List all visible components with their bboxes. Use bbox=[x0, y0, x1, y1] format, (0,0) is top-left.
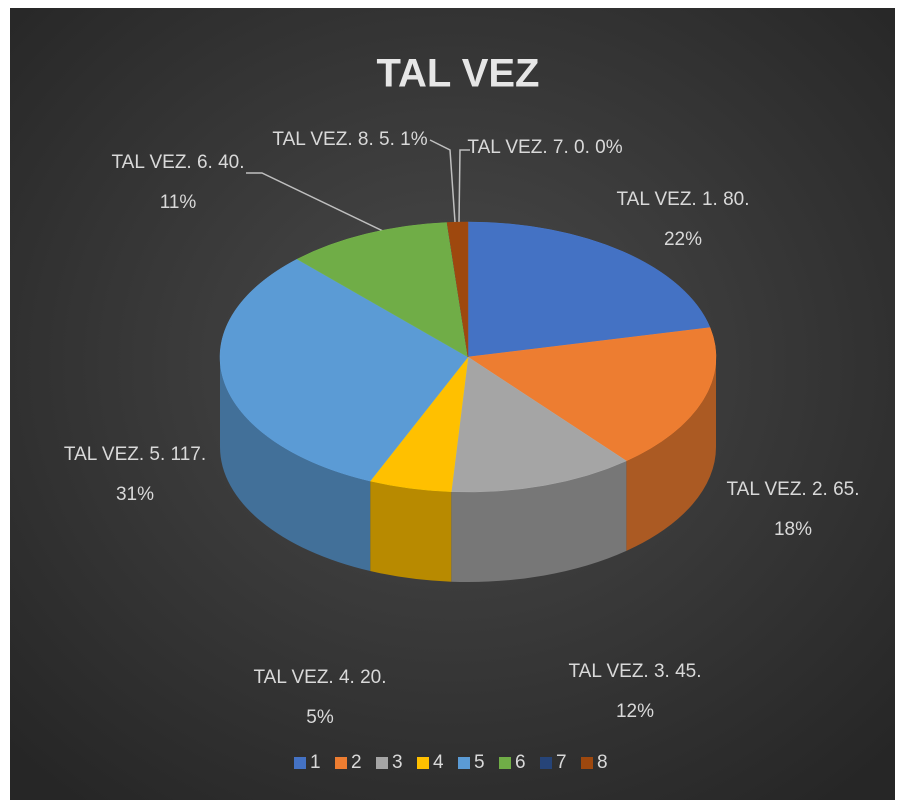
pie bbox=[219, 221, 717, 582]
pie-side bbox=[220, 357, 371, 572]
data-label: TAL VEZ. 4. 20. bbox=[253, 667, 386, 688]
pie-slice bbox=[296, 222, 469, 358]
data-label: TAL VEZ. 2. 65. bbox=[726, 479, 859, 500]
legend-label: 3 bbox=[392, 752, 403, 773]
pie-side bbox=[451, 460, 627, 582]
data-label: TAL VEZ. 6. 40. bbox=[111, 152, 244, 173]
legend-swatch bbox=[540, 757, 552, 769]
legend-swatch bbox=[294, 757, 306, 769]
data-label: 22% bbox=[664, 229, 702, 250]
pie-side bbox=[370, 481, 452, 582]
data-label: TAL VEZ. 5. 117. bbox=[64, 444, 206, 465]
legend-label: 1 bbox=[310, 752, 321, 773]
leader-line bbox=[429, 139, 456, 223]
pie-side bbox=[626, 357, 716, 551]
data-label: TAL VEZ. 1. 80. bbox=[616, 189, 749, 210]
pie-slice bbox=[467, 221, 711, 358]
legend-label: 7 bbox=[556, 752, 567, 773]
legend-swatch bbox=[376, 757, 388, 769]
legend-swatch bbox=[458, 757, 470, 769]
legend-label: 5 bbox=[474, 752, 485, 773]
legend-swatch bbox=[499, 757, 511, 769]
legend-swatch bbox=[417, 757, 429, 769]
data-label: 31% bbox=[116, 484, 154, 505]
pie-slice bbox=[467, 327, 717, 462]
data-label: TAL VEZ. 8. 5. 1% bbox=[272, 129, 427, 150]
legend-label: 6 bbox=[515, 752, 526, 773]
legend-swatch bbox=[581, 757, 593, 769]
pie-slice bbox=[450, 356, 627, 493]
data-label: 5% bbox=[306, 707, 334, 728]
data-label: TAL VEZ. 3. 45. bbox=[568, 661, 701, 682]
chart-title: TAL VEZ bbox=[377, 52, 540, 96]
data-label: TAL VEZ. 7. 0. 0% bbox=[467, 137, 622, 158]
data-label: 12% bbox=[616, 701, 654, 722]
legend-label: 4 bbox=[433, 752, 444, 773]
pie-slice bbox=[219, 258, 469, 482]
leader-line bbox=[246, 172, 386, 233]
legend-label: 8 bbox=[597, 752, 608, 773]
data-label: 18% bbox=[774, 519, 812, 540]
leader-line bbox=[458, 149, 470, 223]
data-label: 11% bbox=[160, 192, 197, 213]
pie-slice bbox=[446, 221, 469, 358]
legend-label: 2 bbox=[351, 752, 362, 773]
legend-swatch bbox=[335, 757, 347, 769]
